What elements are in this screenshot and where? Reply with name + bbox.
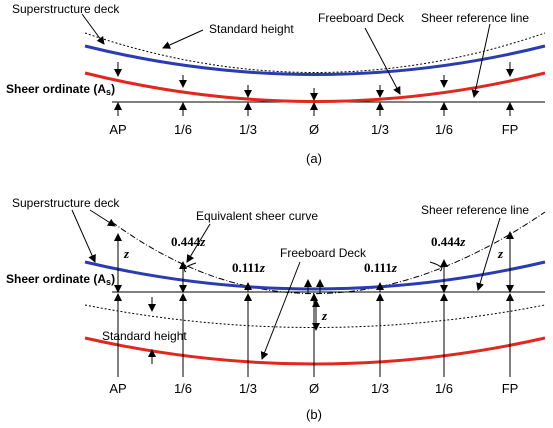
- leader-sheer-ref-b: [476, 217, 501, 291]
- z-label-fp: z: [497, 246, 504, 261]
- z-label-ap: z: [123, 246, 130, 261]
- standard-height-curve-a: [84, 32, 546, 73]
- tick-midship-b: Ø: [309, 381, 319, 396]
- label-sheer-ordinate-b: Sheer ordinate (As): [6, 272, 115, 287]
- coef-0444-right: 0.444z: [431, 234, 466, 249]
- label-superstructure-a: Superstructure deck: [12, 2, 120, 16]
- leader-0444-left: [183, 262, 197, 273]
- caption-a: (a): [306, 151, 322, 166]
- leader-superstructure-b2: [89, 209, 116, 227]
- station-arrows-b: [114, 231, 514, 377]
- tick-1-6-fwd-b: 1/6: [435, 381, 453, 396]
- tick-1-6-aft-a: 1/6: [174, 122, 192, 137]
- tick-midship-a: Ø: [309, 122, 319, 137]
- label-standard-a: Standard height: [209, 22, 294, 36]
- tick-1-3-aft-b: 1/3: [239, 381, 257, 396]
- tick-1-3-fwd-a: 1/3: [371, 122, 389, 137]
- caption-b: (b): [306, 407, 322, 422]
- tick-1-6-aft-b: 1/6: [174, 381, 192, 396]
- panel-a: Superstructure deck Standard height Free…: [6, 2, 546, 166]
- tick-1-3-fwd-b: 1/3: [371, 381, 389, 396]
- tick-ap-a: AP: [109, 122, 126, 137]
- leader-sheer-ref-a: [471, 23, 491, 98]
- label-sheer-ref-a: Sheer reference line: [421, 11, 529, 25]
- label-equivalent: Equivalent sheer curve: [196, 209, 318, 223]
- station-arrows-a: [114, 62, 514, 116]
- label-sheer-ordinate-a: Sheer ordinate (As): [6, 82, 115, 97]
- coef-0444-left: 0.444z: [171, 234, 206, 249]
- label-standard-b: Standard height: [102, 329, 187, 343]
- superstructure-deck-curve-a: [84, 44, 546, 76]
- coef-0111-right: 0.111z: [364, 260, 398, 275]
- equivalent-sheer-curve: [111, 211, 546, 295]
- label-freeboard-b: Freeboard Deck: [280, 246, 367, 260]
- label-sheer-ref-b: Sheer reference line: [421, 203, 529, 217]
- standard-height-curve-b: [84, 304, 546, 328]
- leader-equivalent: [186, 223, 211, 263]
- label-freeboard-a: Freeboard Deck: [318, 11, 405, 25]
- leader-freeboard-b: [260, 261, 301, 360]
- tick-1-6-fwd-a: 1/6: [435, 122, 453, 137]
- tick-1-3-aft-a: 1/3: [239, 122, 257, 137]
- tick-fp-a: FP: [502, 122, 519, 137]
- label-superstructure-b: Superstructure deck: [12, 196, 120, 210]
- tick-fp-b: FP: [502, 381, 519, 396]
- leader-superstructure-b: [71, 209, 96, 263]
- panel-b: Superstructure deck Equivalent sheer cur…: [6, 196, 546, 422]
- freeboard-deck-curve-a: [84, 71, 546, 103]
- leader-standard-a: [162, 29, 204, 49]
- leader-freeboard-a: [364, 27, 401, 95]
- leader-0444-right: [429, 261, 443, 272]
- leader-superstructure-a: [81, 13, 105, 45]
- coef-0111-left: 0.111z: [232, 260, 266, 275]
- z-label-mid: z: [321, 308, 328, 323]
- tick-ap-b: AP: [109, 381, 126, 396]
- superstructure-deck-curve-b: [84, 260, 546, 291]
